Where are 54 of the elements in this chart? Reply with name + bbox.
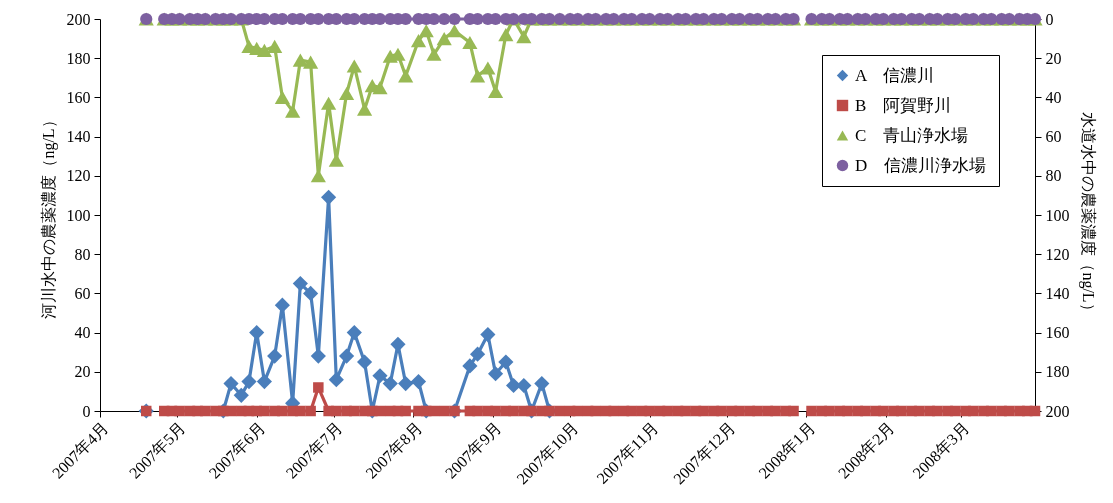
legend-label: D 信濃川浄水場: [855, 155, 987, 175]
y2-axis-title: 水道水中の農薬濃度（ng/L）: [1078, 112, 1097, 319]
y2-tick-label: 200: [1045, 402, 1070, 420]
y2-tick-label: 20: [1045, 49, 1062, 67]
legend-label: B 阿賀野川: [855, 95, 952, 115]
y2-tick-label: 80: [1045, 167, 1062, 185]
point: [462, 358, 478, 374]
point: [328, 372, 344, 388]
y-axis-title: 河川水中の農薬濃度（ng/L）: [39, 112, 58, 319]
y-tick-label: 40: [74, 324, 91, 342]
y-tick-label: 0: [82, 402, 91, 420]
legend-label: C 青山浄水場: [855, 125, 969, 145]
y2-tick-label: 160: [1045, 324, 1070, 342]
y-tick-label: 60: [74, 284, 91, 302]
y2-tick-label: 0: [1045, 10, 1054, 28]
point: [534, 375, 550, 392]
point: [372, 368, 388, 384]
y2-tick-label: 100: [1045, 206, 1070, 224]
point: [339, 348, 355, 364]
y-tick-label: 20: [74, 363, 91, 381]
y-tick-label: 180: [66, 49, 91, 67]
point: [292, 276, 308, 292]
y-tick-label: 160: [66, 88, 91, 106]
point: [256, 374, 272, 390]
y2-tick-label: 60: [1045, 128, 1062, 146]
point: [480, 326, 496, 343]
y-tick-label: 140: [66, 128, 91, 146]
point: [310, 348, 326, 364]
point: [398, 375, 414, 392]
point: [223, 375, 239, 392]
point: [241, 374, 257, 390]
point: [321, 189, 337, 205]
point: [410, 374, 427, 390]
point: [356, 354, 373, 370]
y-tick-label: 200: [66, 10, 91, 28]
point: [470, 346, 486, 362]
point: [498, 354, 514, 370]
point: [390, 336, 406, 352]
point: [516, 377, 532, 394]
point: [233, 387, 249, 403]
point: [274, 297, 290, 313]
point: [303, 285, 319, 301]
y-tick-label: 100: [66, 206, 91, 224]
y2-tick-label: 120: [1045, 245, 1070, 263]
legend-label: A 信濃川: [855, 65, 935, 85]
y-tick-label: 80: [74, 245, 91, 263]
point: [267, 348, 283, 364]
point: [346, 325, 362, 341]
y2-tick-label: 40: [1045, 88, 1062, 106]
point: [487, 366, 504, 382]
y2-tick-label: 180: [1045, 363, 1070, 381]
point: [382, 375, 398, 392]
y-tick-label: 120: [66, 167, 91, 185]
y2-tick-label: 140: [1045, 284, 1070, 302]
